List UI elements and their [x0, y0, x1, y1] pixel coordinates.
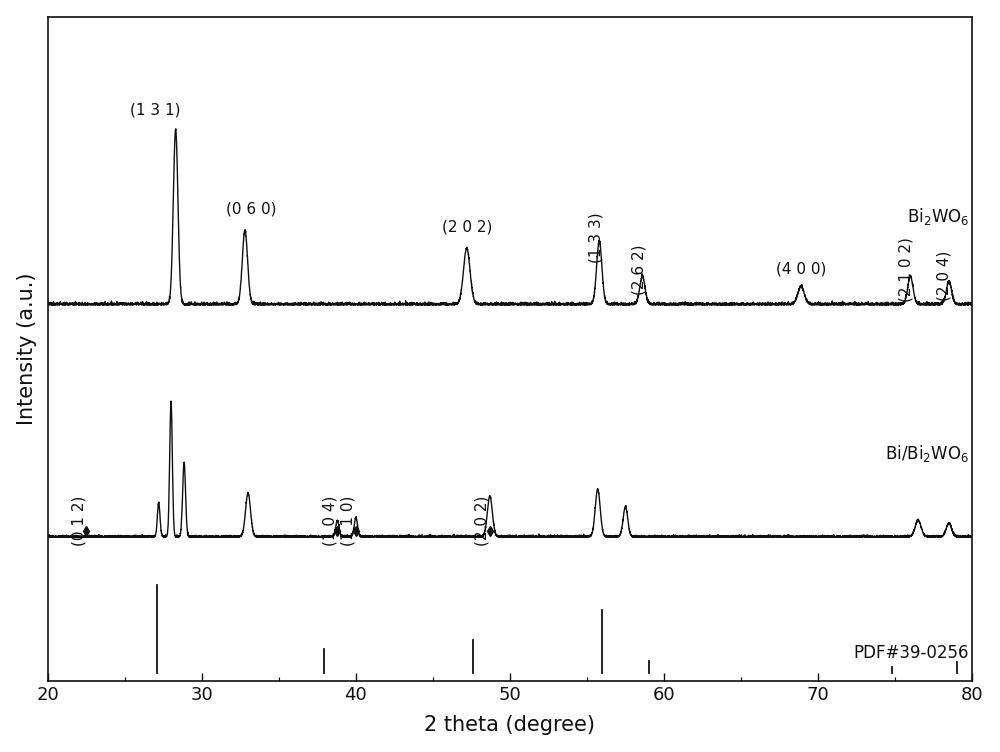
Text: (1 3 3): (1 3 3): [589, 212, 604, 263]
Text: PDF#39-0256: PDF#39-0256: [853, 644, 969, 662]
Text: (1 1 0): (1 1 0): [341, 496, 356, 547]
Text: (2 0 2): (2 0 2): [475, 496, 490, 547]
Text: (1 3 1): (1 3 1): [130, 102, 181, 117]
Text: (0 1 2): (0 1 2): [71, 496, 86, 547]
Text: (4 0 0): (4 0 0): [776, 261, 826, 276]
Text: (2 6 2): (2 6 2): [632, 244, 647, 295]
Text: Bi$_2$WO$_6$: Bi$_2$WO$_6$: [907, 206, 969, 227]
Y-axis label: Intensity (a.u.): Intensity (a.u.): [17, 273, 37, 426]
Text: (2 0 2): (2 0 2): [442, 220, 492, 235]
Text: (2 0 4): (2 0 4): [937, 251, 952, 302]
Text: (2 1 0 2): (2 1 0 2): [898, 238, 913, 302]
Text: (0 6 0): (0 6 0): [226, 202, 276, 217]
Text: Bi/Bi$_2$WO$_6$: Bi/Bi$_2$WO$_6$: [885, 444, 969, 465]
X-axis label: 2 theta (degree): 2 theta (degree): [424, 715, 595, 735]
Text: (1 0 4): (1 0 4): [322, 496, 337, 547]
